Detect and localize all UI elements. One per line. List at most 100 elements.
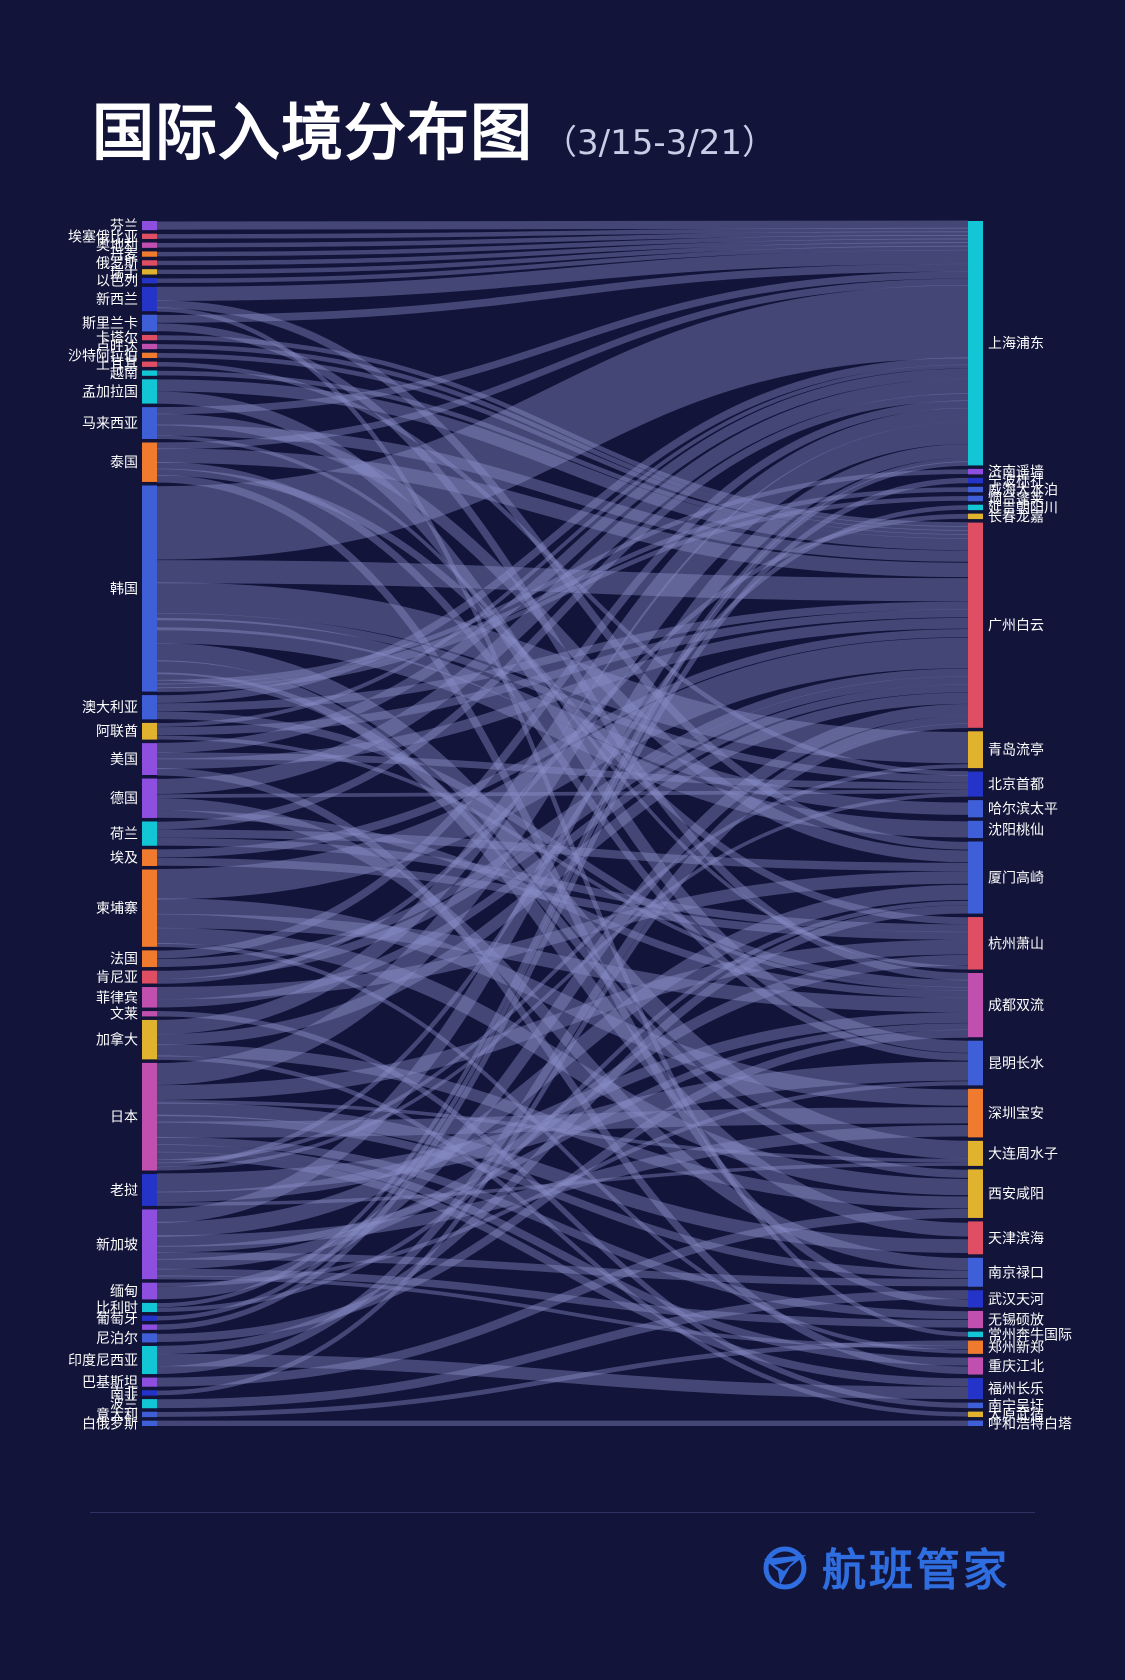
sankey-link xyxy=(156,829,969,872)
sankey-link xyxy=(156,715,969,1375)
chart-subtitle: （3/15-3/21） xyxy=(543,123,776,163)
source-node-label: 荷兰 xyxy=(110,827,138,843)
source-node xyxy=(142,722,157,740)
sankey-link xyxy=(156,468,969,925)
source-node-label: 奥地利 xyxy=(96,237,138,254)
sankey-link xyxy=(156,513,969,984)
source-node xyxy=(142,407,157,439)
source-node xyxy=(142,1019,157,1060)
target-node-label: 上海浦东 xyxy=(988,336,1044,352)
source-node xyxy=(142,849,157,866)
sankey-link xyxy=(156,220,969,230)
sankey-link xyxy=(156,424,969,562)
sankey-link xyxy=(156,368,969,753)
sankey-link xyxy=(156,768,969,1375)
target-node xyxy=(968,504,983,511)
source-node xyxy=(142,361,157,367)
sankey-link xyxy=(156,735,969,991)
sankey-link xyxy=(156,477,969,1330)
target-node-label: 大连周水子 xyxy=(988,1146,1058,1162)
target-node-label: 无锡硕放 xyxy=(988,1313,1044,1329)
sankey-link xyxy=(156,505,969,1168)
sankey-link xyxy=(156,1114,969,1279)
source-node-label: 孟加拉国 xyxy=(82,384,138,400)
target-node xyxy=(968,1221,983,1255)
source-node-label: 缅甸 xyxy=(110,1284,138,1300)
sankey-link xyxy=(156,245,969,283)
sankey-link xyxy=(156,900,969,1312)
source-node xyxy=(142,251,157,257)
target-node xyxy=(968,1331,983,1338)
sankey-link xyxy=(156,1081,969,1287)
source-node xyxy=(142,242,157,248)
sankey-link xyxy=(156,1029,969,1342)
brand-logo: 航班管家 xyxy=(760,1538,1010,1596)
sankey-link xyxy=(156,703,969,1300)
source-node xyxy=(142,1062,157,1171)
source-node xyxy=(142,352,157,359)
source-node xyxy=(142,233,157,240)
source-node-label: 柬埔寨 xyxy=(96,900,138,917)
sankey-link xyxy=(156,582,969,764)
source-node-label: 波兰 xyxy=(110,1397,138,1413)
target-node xyxy=(968,1140,983,1166)
source-node xyxy=(142,1209,157,1280)
target-node-label: 成都双流 xyxy=(988,998,1044,1014)
target-node xyxy=(968,917,983,970)
chart-header: 国际入境分布图 （3/15-3/21） xyxy=(92,82,776,172)
source-node-label: 巴基斯坦 xyxy=(82,1374,138,1391)
sankey-link xyxy=(156,1100,969,1163)
sankey-link xyxy=(156,905,969,1355)
sankey-link xyxy=(156,789,969,799)
source-node xyxy=(142,821,157,846)
source-node-label: 俄罗斯 xyxy=(96,256,138,272)
sankey-link xyxy=(156,723,969,1396)
sankey-links xyxy=(156,220,969,1427)
target-node-label: 武汉天河 xyxy=(988,1292,1044,1308)
sankey-link xyxy=(156,249,969,301)
source-node xyxy=(142,1399,157,1409)
sankey-link xyxy=(156,913,969,1013)
target-node xyxy=(968,800,983,818)
sankey-link xyxy=(156,1055,969,1417)
sankey-link xyxy=(156,1102,969,1253)
source-node-label: 丹麦 xyxy=(110,247,138,263)
source-node-label: 芬兰 xyxy=(110,219,138,235)
source-node-label: 尼泊尔 xyxy=(96,1331,138,1347)
target-node-label: 青岛流亭 xyxy=(988,742,1044,759)
target-node xyxy=(968,1310,983,1329)
sankey-link xyxy=(156,871,969,1000)
target-node-label: 深圳宝安 xyxy=(988,1106,1044,1122)
source-node-label: 斯里兰卡 xyxy=(82,316,138,332)
target-node xyxy=(968,513,983,520)
source-node-label: 印度尼西亚 xyxy=(68,1353,138,1369)
sankey-link xyxy=(156,323,969,981)
source-node-label: 埃塞俄比亚 xyxy=(68,228,138,245)
target-node-label: 厦门高崎 xyxy=(988,870,1044,887)
sankey-link xyxy=(156,1340,969,1417)
source-node xyxy=(142,1333,157,1343)
target-node-label: 长春龙嘉 xyxy=(988,509,1044,525)
source-node-label: 阿联酋 xyxy=(96,723,138,740)
target-node-label: 哈尔滨太平 xyxy=(988,802,1058,818)
sankey-link xyxy=(156,413,969,863)
sankey-link xyxy=(156,627,969,838)
source-node-label: 法国 xyxy=(110,952,138,968)
sankey-link xyxy=(156,676,969,980)
sankey-target-nodes: 上海浦东济南遥墙宁波栎社威海大水泊烟台蓬莱延吉朝阳川长春龙嘉广州白云青岛流亭北京… xyxy=(968,221,1072,1432)
source-node-label: 南非 xyxy=(110,1386,138,1402)
sankey-link xyxy=(156,560,969,602)
sankey-link xyxy=(156,435,969,970)
sankey-link xyxy=(156,660,969,1237)
source-node xyxy=(142,1011,157,1017)
source-node xyxy=(142,1411,157,1418)
target-node xyxy=(968,1402,983,1409)
sankey-link xyxy=(156,461,969,1061)
source-node xyxy=(142,1174,157,1206)
sankey-link xyxy=(156,362,969,776)
sankey-link xyxy=(156,884,969,1237)
sankey-link xyxy=(156,1107,969,1138)
target-node-label: 南京禄口 xyxy=(988,1265,1044,1281)
source-node xyxy=(142,442,157,482)
sankey-link xyxy=(156,231,969,248)
